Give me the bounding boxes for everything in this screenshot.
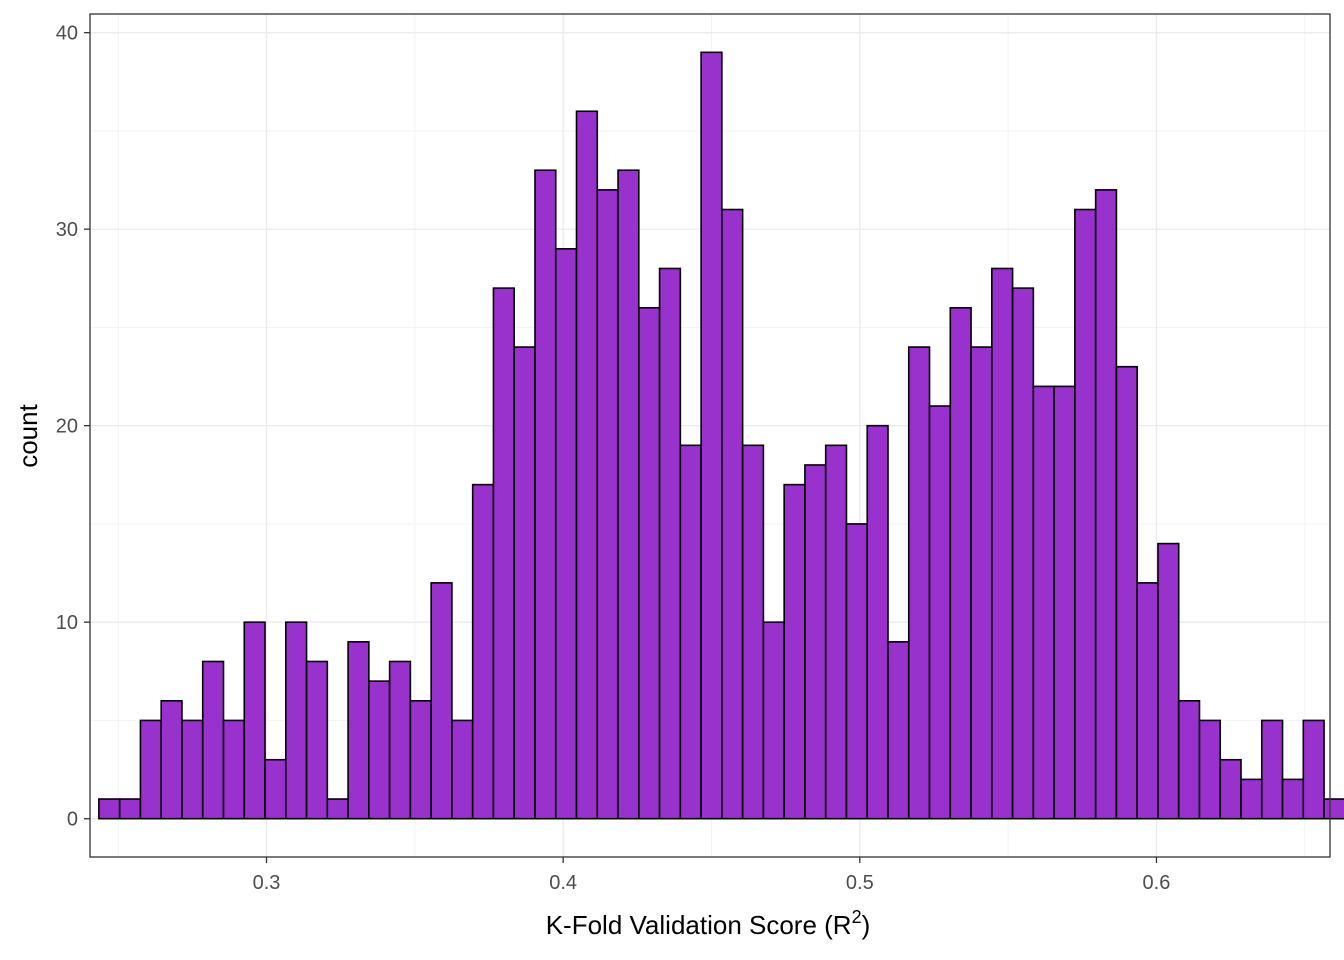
histogram-bar <box>160 699 183 820</box>
histogram-bar <box>264 758 287 820</box>
x-axis-title-suffix: ) <box>862 910 871 940</box>
histogram-bar <box>991 267 1014 820</box>
x-axis-title-superscript: 2 <box>852 907 862 927</box>
histogram-bar <box>866 424 889 820</box>
histogram-bar <box>98 798 121 820</box>
histogram-bar <box>617 169 640 820</box>
histogram-bar <box>139 719 162 820</box>
histogram-bar <box>409 699 432 820</box>
histogram-bar <box>201 660 225 820</box>
histogram-bar <box>388 660 412 820</box>
histogram-bar <box>181 719 204 820</box>
histogram-bar <box>1053 385 1076 820</box>
histogram-bar <box>1219 758 1242 820</box>
histogram-bar <box>596 189 619 820</box>
y-tick-label: 20 <box>56 416 78 438</box>
histogram-bar <box>1323 798 1344 820</box>
x-tick-label: 0.4 <box>549 872 577 894</box>
histogram-bar <box>326 798 349 820</box>
histogram-bar <box>534 169 557 820</box>
histogram-bar <box>804 464 827 820</box>
x-tick-label: 0.3 <box>253 872 281 894</box>
x-axis-title: K-Fold Validation Score (R2) <box>546 907 871 940</box>
histogram-bar <box>513 346 536 820</box>
y-tick-label: 40 <box>56 23 78 45</box>
histogram-bar <box>928 405 952 820</box>
histogram-bar <box>741 444 765 820</box>
histogram-bar <box>1302 719 1325 820</box>
histogram-bar <box>347 641 370 820</box>
histogram-bar <box>824 444 848 820</box>
histogram-bars <box>98 51 1344 820</box>
histogram-bar <box>845 523 869 820</box>
histogram-bar <box>471 483 495 820</box>
histogram-bar <box>1240 778 1263 820</box>
histogram-bar <box>1136 582 1159 820</box>
x-axis-title-text: K-Fold Validation Score (R <box>546 910 852 940</box>
panel-border <box>89 13 1331 858</box>
histogram-bar <box>243 621 266 820</box>
histogram-bar <box>658 267 682 820</box>
x-tick-label: 0.6 <box>1143 872 1171 894</box>
histogram-bar <box>1094 189 1118 820</box>
histogram-bar <box>762 621 785 820</box>
histogram-bar <box>1032 385 1055 820</box>
histogram-bar <box>1011 287 1035 820</box>
histogram-bar <box>638 306 661 820</box>
histogram-bar <box>284 621 308 820</box>
y-tick-label: 30 <box>56 219 78 241</box>
histogram-bar <box>118 798 142 820</box>
histogram-bar <box>970 346 993 820</box>
histogram-bar <box>887 641 910 820</box>
histogram-bar <box>430 582 453 820</box>
histogram-bar <box>368 680 391 820</box>
histogram-bar <box>907 346 931 820</box>
y-axis-ticks: 0 10 20 30 40 <box>56 23 90 831</box>
histogram-bar <box>783 483 806 820</box>
histogram-bar <box>1177 699 1201 820</box>
histogram-bar <box>949 306 972 820</box>
histogram-bar <box>700 51 723 820</box>
y-tick-label: 0 <box>67 809 78 831</box>
histogram-bar <box>222 719 246 820</box>
y-tick-label: 10 <box>56 612 78 634</box>
histogram-bar <box>451 719 474 820</box>
histogram-bar <box>1074 208 1097 820</box>
histogram-bar <box>721 208 744 820</box>
histogram-bar <box>575 110 599 820</box>
histogram-bar <box>554 248 578 820</box>
histogram-bar <box>305 660 329 820</box>
x-axis-ticks: 0.3 0.4 0.5 0.6 <box>253 857 1171 894</box>
histogram-bar <box>1198 719 1222 820</box>
histogram-bar <box>1260 719 1284 820</box>
x-tick-label: 0.5 <box>846 872 874 894</box>
histogram-bar <box>492 287 516 820</box>
histogram-bar <box>1115 365 1138 820</box>
y-axis-title: count <box>13 403 43 467</box>
histogram-bar <box>1157 542 1180 820</box>
histogram-bar <box>1281 778 1305 820</box>
histogram-bar <box>679 444 702 820</box>
